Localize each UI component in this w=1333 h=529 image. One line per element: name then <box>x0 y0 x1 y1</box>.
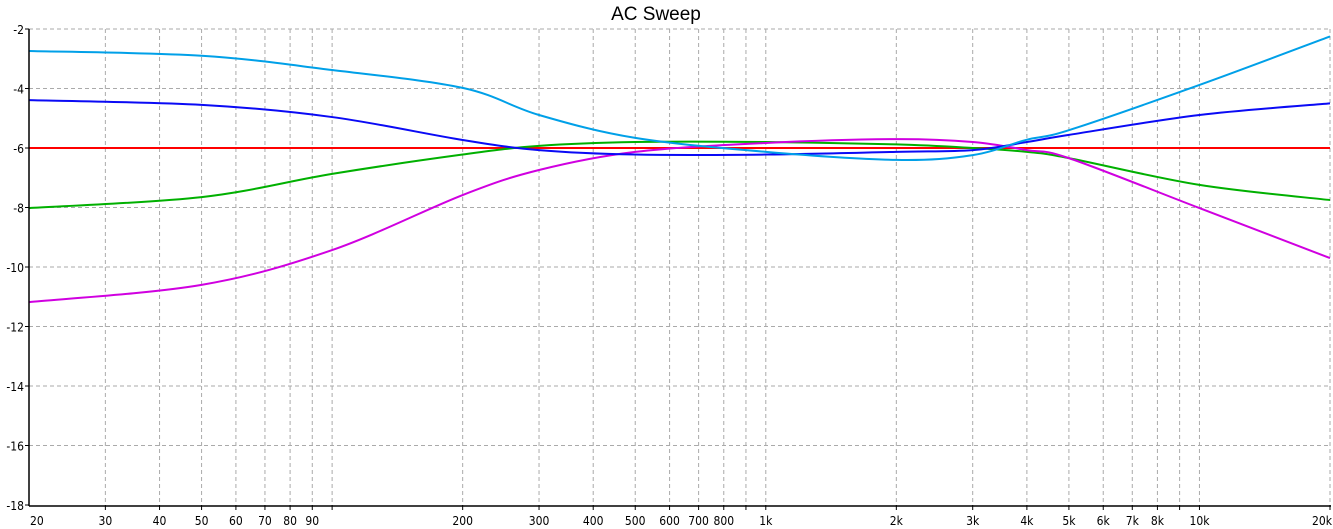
y-tick-label: -10 <box>6 261 24 275</box>
series-line-3 <box>28 99 1331 156</box>
x-tick-label: 400 <box>583 514 604 528</box>
series-line-1 <box>28 140 1331 210</box>
x-tick-label: 6k <box>1097 514 1111 528</box>
y-tick-label: -8 <box>13 202 24 216</box>
x-tick-label: 7k <box>1126 514 1140 528</box>
x-tick-label: 80 <box>283 514 297 528</box>
x-tick-label: 2k <box>890 514 904 528</box>
x-tick-label: 3k <box>966 514 980 528</box>
x-tick-label: 600 <box>659 514 680 528</box>
x-tick-label: 40 <box>153 514 167 528</box>
y-tick-label: -16 <box>6 440 24 454</box>
x-axis-ticks: 20 30 40 50 60 70 80 90 200 300 400 500 600 700 800 1k 2… <box>30 505 1333 528</box>
y-tick-label: -2 <box>13 23 24 37</box>
chart-title: AC Sweep <box>611 4 701 25</box>
x-tick-label: 800 <box>713 514 734 528</box>
x-tick-label: 500 <box>625 514 646 528</box>
x-tick-label: 5k <box>1062 514 1076 528</box>
x-tick-label: 60 <box>229 514 243 528</box>
y-tick-label: -18 <box>6 499 24 513</box>
x-tick-label: 1k <box>759 514 773 528</box>
x-tick-label: 50 <box>195 514 209 528</box>
grid <box>29 28 1331 505</box>
y-axis-ticks: -2 -4 -6 -8 -10 -12 -14 -16 -18 <box>6 23 29 513</box>
y-tick-label: -6 <box>13 142 24 156</box>
y-tick-label: -12 <box>6 321 24 335</box>
x-tick-label: 20k <box>1312 514 1333 528</box>
series-line-4 <box>28 35 1331 161</box>
x-tick-label: 70 <box>258 514 272 528</box>
y-tick-label: -4 <box>13 83 24 97</box>
y-tick-label: -14 <box>6 380 24 394</box>
x-tick-label: 10k <box>1189 514 1210 528</box>
x-tick-label: 8k <box>1151 514 1165 528</box>
x-tick-label: 20 <box>30 514 44 528</box>
x-tick-label: 4k <box>1020 514 1034 528</box>
x-tick-label: 30 <box>98 514 112 528</box>
series-line-2 <box>28 138 1331 304</box>
x-tick-label: 700 <box>688 514 709 528</box>
series-lines <box>28 35 1331 304</box>
x-tick-label: 200 <box>452 514 473 528</box>
x-tick-label: 90 <box>305 514 319 528</box>
x-tick-label: 300 <box>529 514 550 528</box>
